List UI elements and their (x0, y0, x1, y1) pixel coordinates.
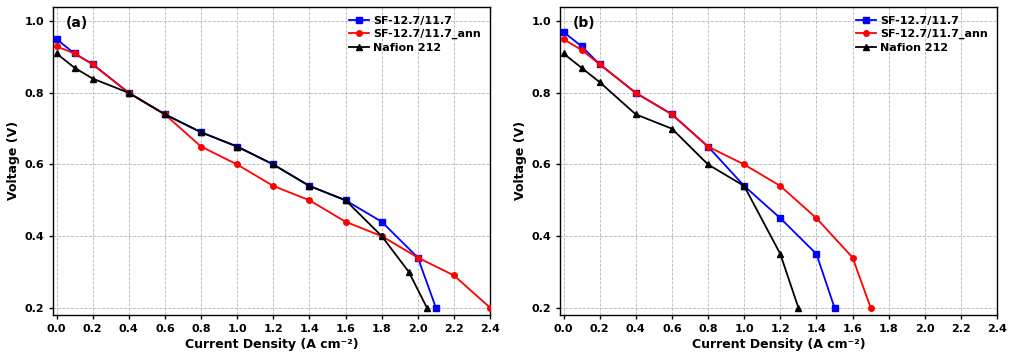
Y-axis label: Voltage (V): Voltage (V) (514, 121, 527, 200)
SF-12.7/11.7 (123, 91, 135, 95)
Nafion 212 (86, 76, 98, 81)
Y-axis label: Voltage (V): Voltage (V) (7, 121, 20, 200)
Nafion 212 (775, 252, 787, 256)
Line: SF-12.7/11.7: SF-12.7/11.7 (54, 37, 439, 310)
X-axis label: Current Density (A cm⁻²): Current Density (A cm⁻²) (692, 338, 865, 351)
SF-12.7/11.7 (231, 144, 243, 149)
SF-12.7/11.7_ann (810, 216, 822, 220)
SF-12.7/11.7_ann (69, 51, 81, 55)
SF-12.7/11.7_ann (303, 198, 315, 202)
SF-12.7/11.7_ann (412, 255, 424, 260)
SF-12.7/11.7_ann (484, 305, 496, 310)
Nafion 212 (231, 144, 243, 149)
Nafion 212 (69, 66, 81, 70)
SF-12.7/11.7_ann (86, 62, 98, 66)
Line: Nafion 212: Nafion 212 (54, 51, 430, 310)
Nafion 212 (792, 305, 804, 310)
SF-12.7/11.7 (303, 184, 315, 188)
SF-12.7/11.7_ann (268, 184, 280, 188)
SF-12.7/11.7_ann (775, 184, 787, 188)
SF-12.7/11.7 (576, 44, 588, 48)
SF-12.7/11.7 (195, 130, 207, 134)
SF-12.7/11.7_ann (558, 37, 570, 41)
SF-12.7/11.7 (738, 184, 750, 188)
SF-12.7/11.7 (412, 255, 424, 260)
Nafion 212 (375, 234, 387, 238)
SF-12.7/11.7_ann (576, 48, 588, 52)
Text: (a): (a) (66, 16, 88, 30)
SF-12.7/11.7 (630, 91, 642, 95)
Nafion 212 (576, 66, 588, 70)
SF-12.7/11.7 (340, 198, 352, 202)
Nafion 212 (666, 126, 678, 131)
Line: SF-12.7/11.7: SF-12.7/11.7 (561, 29, 838, 310)
Nafion 212 (303, 184, 315, 188)
SF-12.7/11.7_ann (51, 44, 63, 48)
SF-12.7/11.7_ann (865, 305, 877, 310)
X-axis label: Current Density (A cm⁻²): Current Density (A cm⁻²) (185, 338, 358, 351)
Text: (b): (b) (573, 16, 595, 30)
Line: SF-12.7/11.7_ann: SF-12.7/11.7_ann (561, 37, 873, 310)
SF-12.7/11.7_ann (340, 219, 352, 224)
Nafion 212 (340, 198, 352, 202)
Nafion 212 (702, 162, 714, 166)
SF-12.7/11.7_ann (123, 91, 135, 95)
Nafion 212 (738, 184, 750, 188)
Legend: SF-12.7/11.7, SF-12.7/11.7_ann, Nafion 212: SF-12.7/11.7, SF-12.7/11.7_ann, Nafion 2… (853, 13, 992, 56)
Nafion 212 (123, 91, 135, 95)
SF-12.7/11.7 (268, 162, 280, 166)
Line: SF-12.7/11.7_ann: SF-12.7/11.7_ann (54, 44, 493, 310)
SF-12.7/11.7_ann (231, 162, 243, 166)
SF-12.7/11.7 (51, 37, 63, 41)
SF-12.7/11.7 (828, 305, 841, 310)
SF-12.7/11.7 (69, 51, 81, 55)
Nafion 212 (593, 80, 605, 84)
Legend: SF-12.7/11.7, SF-12.7/11.7_ann, Nafion 212: SF-12.7/11.7, SF-12.7/11.7_ann, Nafion 2… (346, 13, 485, 56)
SF-12.7/11.7 (810, 252, 822, 256)
SF-12.7/11.7 (430, 305, 442, 310)
Nafion 212 (630, 112, 642, 116)
Nafion 212 (159, 112, 171, 116)
Line: Nafion 212: Nafion 212 (561, 51, 801, 310)
SF-12.7/11.7 (702, 144, 714, 149)
Nafion 212 (195, 130, 207, 134)
SF-12.7/11.7_ann (593, 62, 605, 66)
SF-12.7/11.7_ann (195, 144, 207, 149)
SF-12.7/11.7_ann (448, 273, 460, 277)
SF-12.7/11.7_ann (159, 112, 171, 116)
SF-12.7/11.7 (375, 219, 387, 224)
SF-12.7/11.7_ann (666, 112, 678, 116)
SF-12.7/11.7 (159, 112, 171, 116)
SF-12.7/11.7_ann (847, 255, 859, 260)
SF-12.7/11.7_ann (375, 234, 387, 238)
Nafion 212 (403, 270, 415, 274)
SF-12.7/11.7_ann (738, 162, 750, 166)
Nafion 212 (558, 51, 570, 55)
SF-12.7/11.7 (86, 62, 98, 66)
SF-12.7/11.7 (593, 62, 605, 66)
Nafion 212 (268, 162, 280, 166)
SF-12.7/11.7 (775, 216, 787, 220)
Nafion 212 (421, 305, 433, 310)
SF-12.7/11.7 (558, 30, 570, 34)
SF-12.7/11.7 (666, 112, 678, 116)
SF-12.7/11.7_ann (702, 144, 714, 149)
Nafion 212 (51, 51, 63, 55)
SF-12.7/11.7_ann (630, 91, 642, 95)
